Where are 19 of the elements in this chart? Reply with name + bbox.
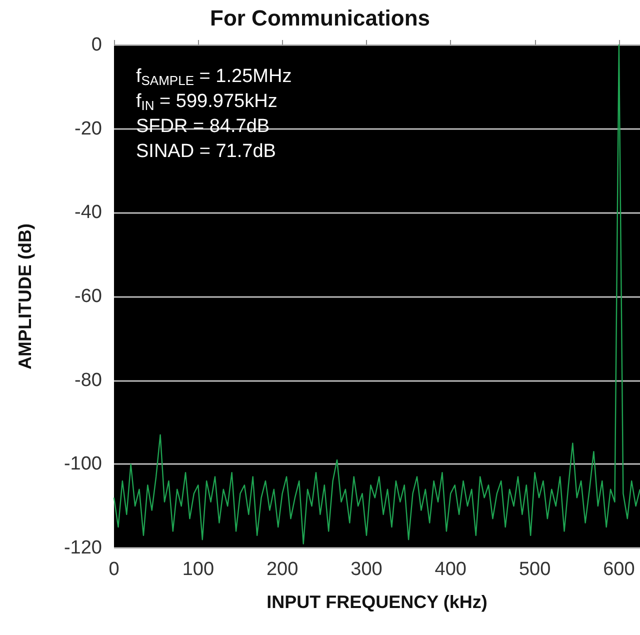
x-tick-label: 100 <box>182 559 214 580</box>
y-tick-label: -40 <box>74 202 102 224</box>
line-series <box>113 44 640 544</box>
y-tick-label: -100 <box>64 454 102 475</box>
x-tick-label: 400 <box>434 559 466 580</box>
x-tick-label: 300 <box>350 559 382 580</box>
x-tick-label: 500 <box>518 559 551 580</box>
y-tick-label: -80 <box>74 370 102 391</box>
y-tick-label: -60 <box>74 286 102 307</box>
annotation: SINAD = 71.7dB <box>136 141 276 162</box>
y-tick-label: -20 <box>74 118 102 140</box>
x-tick-label: 200 <box>266 559 298 580</box>
x-axis-title: INPUT FREQUENCY (kHz) <box>266 592 488 612</box>
x-tick-label: 600 <box>603 559 635 580</box>
y-axis-title: AMPLITUDE (dB) <box>15 224 35 370</box>
chart-title: For Communications <box>210 6 430 30</box>
x-tick-label: 0 <box>108 559 120 580</box>
y-tick-label: 0 <box>91 34 102 56</box>
y-tick-label: -120 <box>64 538 102 558</box>
